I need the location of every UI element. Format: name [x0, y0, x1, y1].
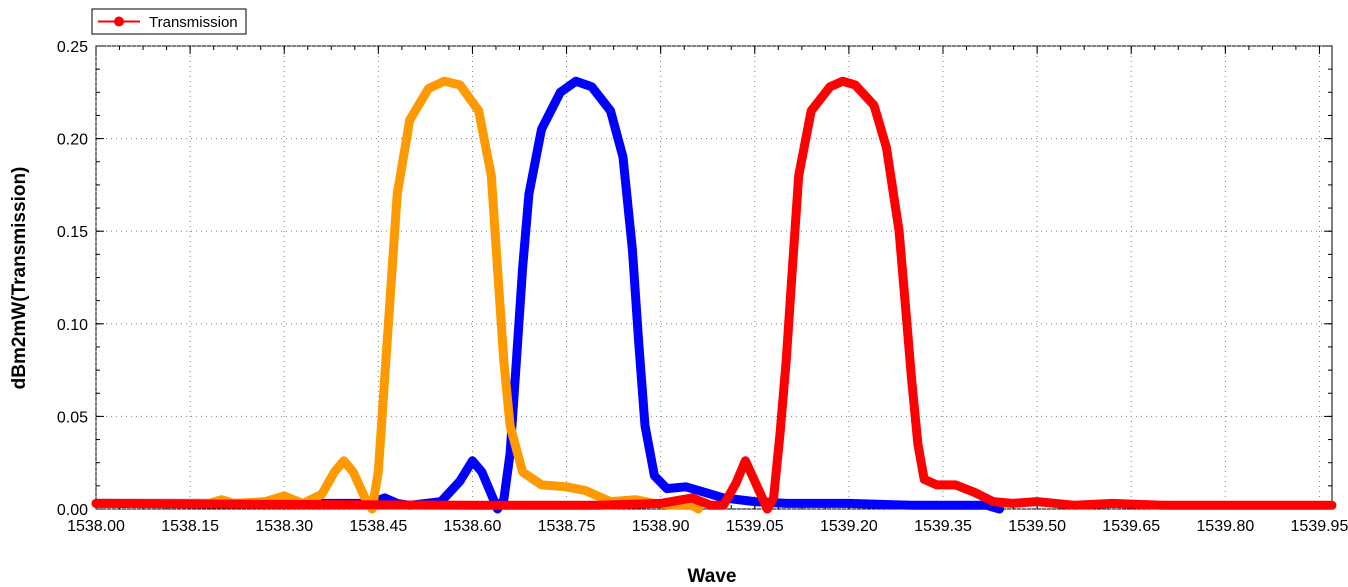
y-tick-label: 0.15: [57, 224, 88, 241]
x-tick-label: 1538.90: [632, 518, 690, 535]
x-tick-label: 1538.75: [538, 518, 596, 535]
y-axis-title: dBm2mW(Transmission): [9, 167, 30, 390]
y-tick-label: 0.25: [57, 39, 88, 56]
legend-label: Transmission: [149, 14, 238, 31]
x-tick-label: 1539.35: [914, 518, 972, 535]
plot-area: [95, 45, 1333, 510]
series-line-transmission: [91, 76, 1337, 514]
x-axis-title: Wave: [688, 566, 737, 587]
x-tick-label: 1539.20: [820, 518, 878, 535]
x-tick-label: 1538.00: [67, 518, 125, 535]
x-tick-label: 1539.95: [1291, 518, 1348, 535]
x-tick-label: 1539.65: [1102, 518, 1160, 535]
series-layer: [91, 76, 1337, 514]
legend: Transmission: [91, 8, 247, 35]
x-tick-label: 1539.05: [726, 518, 784, 535]
x-tick-label: 1539.80: [1196, 518, 1254, 535]
y-tick-label: 0.10: [57, 317, 88, 334]
x-tick-label: 1539.50: [1008, 518, 1066, 535]
y-tick-label: 0.05: [57, 409, 88, 426]
x-tick-label: 1538.15: [161, 518, 219, 535]
x-tick-label: 1538.45: [349, 518, 407, 535]
y-tick-label: 0.20: [57, 132, 88, 149]
y-tick-label: 0.00: [57, 502, 88, 519]
x-tick-label: 1538.60: [444, 518, 502, 535]
legend-marker-icon: [114, 16, 124, 27]
x-axis: 1538.00 1538.15 1538.30 1538.45 1538.60 1538.…: [67, 46, 1348, 535]
x-tick-label: 1538.30: [255, 518, 313, 535]
y-axis: 0.00 0.05 0.10 0.15 0.20 0.25: [57, 39, 1332, 519]
